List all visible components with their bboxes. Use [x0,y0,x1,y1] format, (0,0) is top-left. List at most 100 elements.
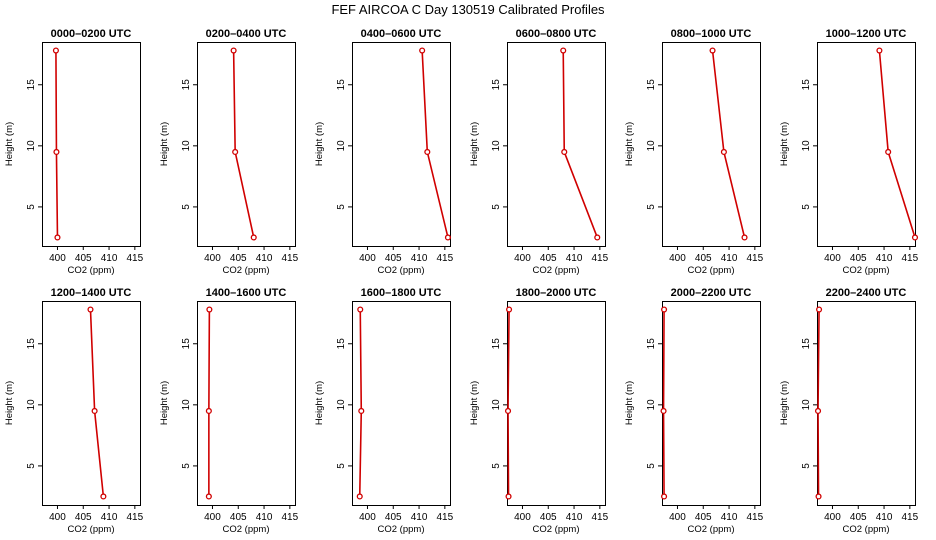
profile-line [358,309,363,497]
panel-8: 1600–1800 UTC 400 405 410 415 5 10 15 CO2 (ppm) H… [314,287,454,535]
plot-frame [352,42,451,247]
profile-point [911,234,919,241]
profile-point [205,407,212,414]
profile-line [232,50,255,238]
x-tick-label: 405 [385,253,402,264]
profile-point [357,306,364,313]
profile-line [562,50,599,238]
y-tick-label: 10 [491,140,502,152]
x-tick-label: 415 [591,512,608,523]
y-axis-label: Height (m) [314,122,325,166]
y-tick-label: 5 [801,204,812,210]
profile-line [711,50,746,238]
profile-point [661,306,668,313]
x-axis-label: CO2 (ppm) [68,265,115,276]
panel-1: 0200–0400 UTC 400 405 410 415 5 10 15 CO2 (ppm) H… [159,28,299,276]
x-tick-label: 405 [850,512,867,523]
profile-point [419,47,426,54]
x-tick-label: 410 [876,253,893,264]
profile-point [661,493,668,500]
x-axis-label: CO2 (ppm) [223,265,270,276]
profile-line [817,309,820,497]
profile-point [54,234,61,241]
profile-point [91,407,98,414]
y-tick-label: 5 [801,463,812,469]
panel-4: 0800–1000 UTC 400 405 410 415 5 10 15 CO2 (ppm) H… [624,28,764,276]
y-axis-label: Height (m) [624,381,635,425]
panel-7: 1400–1600 UTC 400 405 410 415 5 10 15 CO2 (ppm) H… [159,287,299,535]
y-tick-label: 5 [336,204,347,210]
x-axis-label: CO2 (ppm) [378,524,425,535]
x-tick-label: 405 [540,253,557,264]
plot-frame [817,301,916,506]
profile-point [356,493,363,500]
plot-frame [352,301,451,506]
panel-title: 2000–2200 UTC [671,287,752,299]
x-tick-label: 410 [411,512,428,523]
x-axis-label: CO2 (ppm) [533,524,580,535]
y-tick-label: 5 [336,463,347,469]
x-tick-label: 415 [436,512,453,523]
y-axis-label: Height (m) [779,381,790,425]
y-tick-label: 10 [26,399,37,411]
y-tick-label: 5 [181,463,192,469]
x-tick-label: 400 [359,512,376,523]
profile-point [205,493,212,500]
x-tick-label: 405 [75,253,92,264]
profile-point [814,407,822,414]
y-tick-label: 5 [646,463,657,469]
y-axis-label: Height (m) [159,381,170,425]
profile-point [424,148,431,155]
x-tick-label: 405 [75,512,92,523]
x-tick-label: 400 [49,512,66,523]
panel-6: 1200–1400 UTC 400 405 410 415 5 10 15 CO2 (ppm) H… [4,287,144,535]
plot-frame [817,42,916,247]
y-tick-label: 15 [491,338,502,350]
profile-line [89,309,105,497]
y-tick-label: 5 [491,204,502,210]
y-tick-label: 15 [181,79,192,91]
x-tick-label: 410 [101,512,118,523]
panel-2: 0400–0600 UTC 400 405 410 415 5 10 15 CO2 (ppm) H… [314,28,454,276]
y-tick-label: 15 [801,338,812,350]
y-axis-label: Height (m) [4,381,15,425]
y-tick-label: 10 [646,140,657,152]
profile-point [660,407,667,414]
x-axis-label: CO2 (ppm) [223,524,270,535]
panel-title: 1600–1800 UTC [361,287,442,299]
panel-title: 1200–1400 UTC [51,287,132,299]
panel-title: 0800–1000 UTC [671,28,752,40]
x-tick-label: 405 [230,253,247,264]
x-tick-label: 410 [256,253,273,264]
x-axis-label: CO2 (ppm) [533,265,580,276]
x-tick-label: 415 [436,253,453,264]
profile-line [55,50,59,238]
panels-group: 0000–0200 UTC 400 405 410 415 5 10 15 CO2 (ppm) H… [4,28,919,535]
profile-point [53,148,60,155]
x-tick-label: 400 [824,253,841,264]
panel-0: 0000–0200 UTC 400 405 410 415 5 10 15 CO2 (ppm) H… [4,28,144,276]
x-tick-label: 410 [411,253,428,264]
x-tick-label: 415 [901,512,918,523]
x-tick-label: 410 [876,512,893,523]
y-tick-label: 15 [181,338,192,350]
x-axis-label: CO2 (ppm) [68,524,115,535]
y-tick-label: 15 [646,338,657,350]
x-tick-label: 410 [566,253,583,264]
profile-point [444,234,451,241]
y-axis-label: Height (m) [4,122,15,166]
profile-point [250,234,257,241]
y-tick-label: 15 [336,79,347,91]
panel-title: 0600–0800 UTC [516,28,597,40]
profile-line [662,309,665,497]
x-axis-label: CO2 (ppm) [843,265,890,276]
y-tick-label: 15 [26,79,37,91]
y-tick-label: 15 [336,338,347,350]
x-tick-label: 400 [669,512,686,523]
profile-line [421,50,449,238]
profile-point [815,493,822,500]
panel-title: 1800–2000 UTC [516,287,597,299]
x-tick-label: 405 [385,512,402,523]
x-tick-label: 415 [126,512,143,523]
